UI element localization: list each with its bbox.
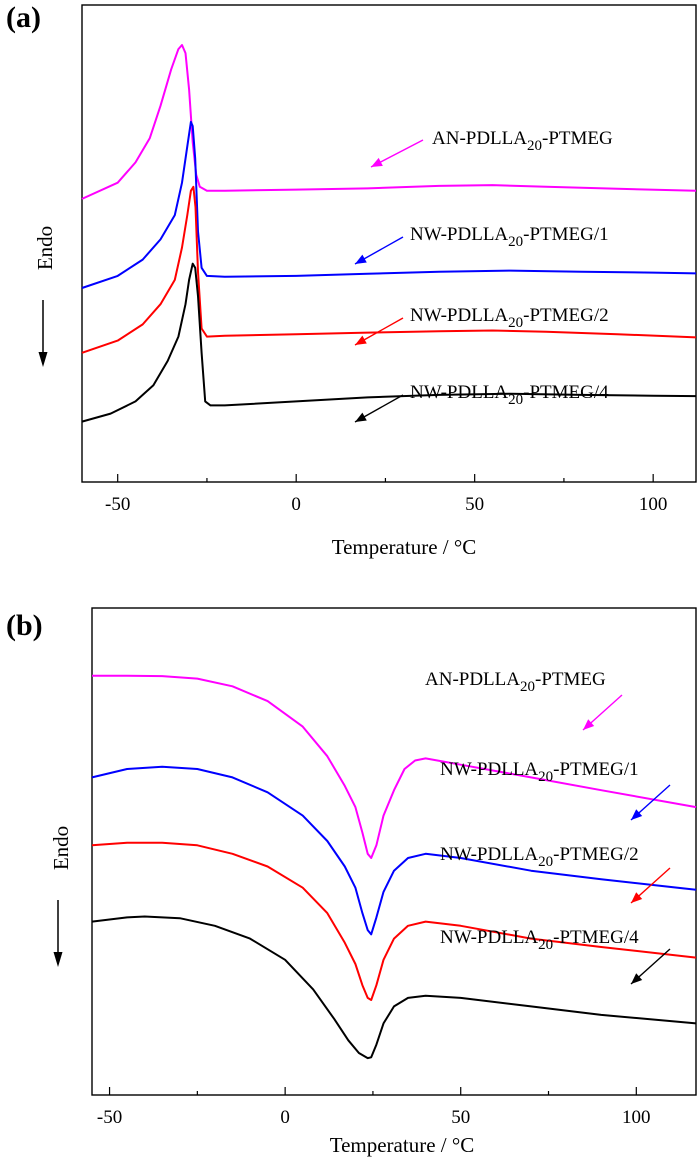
arrowhead-icon xyxy=(631,973,643,984)
series-label-tail: -PTMEG/2 xyxy=(553,844,639,865)
series-line xyxy=(81,44,697,200)
panel-b-plot-frame xyxy=(91,607,697,1096)
series-label-subscript: 20 xyxy=(508,315,523,331)
panel-a-series-labels: AN-PDLLA20-PTMEGNW-PDLLA20-PTMEG/1NW-PDL… xyxy=(354,128,613,423)
series-label: AN-PDLLA20-PTMEG xyxy=(432,128,613,154)
arrowhead-icon xyxy=(631,892,643,903)
series-label-tail: -PTMEG/1 xyxy=(523,224,609,245)
series-label-tail: -PTMEG/4 xyxy=(553,927,639,948)
series-label-main: AN-PDLLA xyxy=(432,128,527,149)
x-tick-label: 50 xyxy=(451,1107,470,1128)
x-tick-label: 100 xyxy=(622,1107,651,1128)
series-label-tail: -PTMEG xyxy=(535,669,606,690)
series-label-subscript: 20 xyxy=(538,769,553,785)
arrowhead-icon xyxy=(583,719,595,730)
arrowhead-icon xyxy=(631,809,643,820)
x-tick-label: -50 xyxy=(97,1107,122,1128)
arrowhead-icon xyxy=(355,412,367,422)
x-tick-label: 0 xyxy=(280,1107,290,1128)
series-label-main: NW-PDLLA xyxy=(440,927,538,948)
series-line xyxy=(81,185,697,354)
series-label-tail: -PTMEG/4 xyxy=(523,382,609,403)
series-label-tail: -PTMEG/2 xyxy=(523,305,609,326)
series-label-main: NW-PDLLA xyxy=(410,224,508,245)
series-label-subscript: 20 xyxy=(520,679,535,695)
arrowhead-icon xyxy=(371,157,383,167)
series-label: NW-PDLLA20-PTMEG/2 xyxy=(440,844,639,870)
series-label: NW-PDLLA20-PTMEG/1 xyxy=(410,224,609,250)
series-label: NW-PDLLA20-PTMEG/2 xyxy=(410,305,609,331)
series-label-subscript: 20 xyxy=(538,854,553,870)
series-line xyxy=(81,120,697,289)
arrowhead-icon xyxy=(355,254,367,264)
series-label-main: NW-PDLLA xyxy=(440,759,538,780)
series-label: NW-PDLLA20-PTMEG/1 xyxy=(440,759,639,785)
panel-b-y-axis-title: Endo xyxy=(49,826,73,870)
series-line xyxy=(92,674,697,859)
series-label-subscript: 20 xyxy=(527,138,542,154)
panel-b-x-ticks xyxy=(108,1087,637,1095)
x-tick-label: 0 xyxy=(291,494,301,515)
panel-a-x-axis-title: Temperature / °C xyxy=(332,535,477,559)
series-label-subscript: 20 xyxy=(508,392,523,408)
panel-a-y-axis-title: Endo xyxy=(33,226,57,270)
series-label-subscript: 20 xyxy=(508,234,523,250)
arrowhead-icon xyxy=(355,335,367,345)
series-label-main: NW-PDLLA xyxy=(440,844,538,865)
series-label-main: AN-PDLLA xyxy=(425,669,520,690)
panel-a-y-axis-title-text: Endo xyxy=(33,226,57,270)
series-label: NW-PDLLA20-PTMEG/4 xyxy=(440,927,639,953)
panel-b-x-tick-labels: -50 0 50 100 xyxy=(97,1107,651,1128)
series-line xyxy=(91,915,697,1060)
series-label: AN-PDLLA20-PTMEG xyxy=(425,669,606,695)
panel-b-series-labels: AN-PDLLA20-PTMEGNW-PDLLA20-PTMEG/1NW-PDL… xyxy=(425,669,671,985)
x-tick-label: 100 xyxy=(639,494,668,515)
panel-a-x-ticks xyxy=(117,474,654,482)
panel-a-y-arrow-icon xyxy=(38,300,48,367)
series-line xyxy=(91,765,697,936)
panel-b-x-axis-title: Temperature / °C xyxy=(330,1133,475,1157)
panel-b-letter: (b) xyxy=(6,609,43,642)
series-line xyxy=(81,262,697,423)
panel-a: (a) -50 0 50 100 AN-PDLLA20-PTMEGNW-PDLLA20… xyxy=(6,1,697,559)
panel-a-letter: (a) xyxy=(6,1,41,34)
series-label-tail: -PTMEG xyxy=(542,128,613,149)
x-tick-label: 50 xyxy=(465,494,484,515)
panel-a-x-tick-labels: -50 0 50 100 xyxy=(105,494,667,515)
panel-a-plot-frame xyxy=(81,4,697,483)
x-tick-label: -50 xyxy=(105,494,130,515)
series-line xyxy=(91,841,697,1001)
panel-b-curves xyxy=(91,674,697,1060)
series-label: NW-PDLLA20-PTMEG/4 xyxy=(410,382,609,408)
panel-b: (b) -50 0 50 100 AN-PDLLA20-PTMEGNW-PDLLA20… xyxy=(6,607,697,1157)
series-label-main: NW-PDLLA xyxy=(410,382,508,403)
series-label-tail: -PTMEG/1 xyxy=(553,759,639,780)
series-label-subscript: 20 xyxy=(538,937,553,953)
panel-a-curves xyxy=(81,44,697,423)
panel-b-y-arrow-icon xyxy=(53,900,63,967)
panel-b-y-axis-title-text: Endo xyxy=(49,826,73,870)
series-label-main: NW-PDLLA xyxy=(410,305,508,326)
